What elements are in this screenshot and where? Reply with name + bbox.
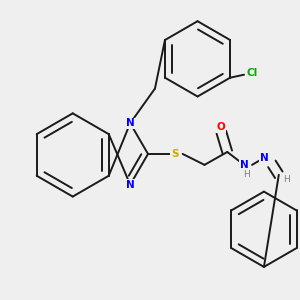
Text: Cl: Cl bbox=[246, 68, 258, 78]
Text: N: N bbox=[260, 153, 268, 163]
Text: H: H bbox=[283, 175, 290, 184]
Text: O: O bbox=[217, 122, 226, 132]
Text: N: N bbox=[126, 118, 135, 128]
Text: H: H bbox=[243, 170, 250, 179]
Text: S: S bbox=[171, 149, 178, 159]
Text: N: N bbox=[240, 160, 248, 170]
Text: N: N bbox=[126, 180, 135, 190]
